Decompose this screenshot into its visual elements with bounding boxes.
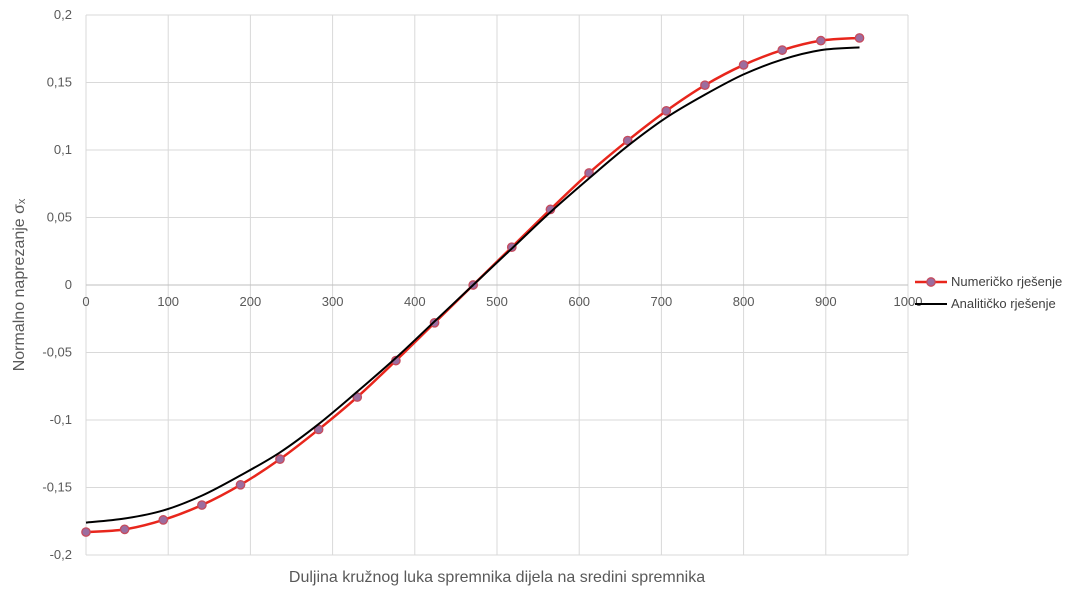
x-tick-label: 200 — [240, 294, 262, 309]
data-point[interactable] — [661, 106, 672, 116]
legend-label: Numeričko rješenje — [951, 274, 1062, 289]
x-tick-label: 800 — [733, 294, 755, 309]
y-tick-label: 0 — [65, 277, 72, 292]
tick-labels: 0,2 0,15 0,1 0,05 0 -0,05 -0,1 -0,15 -0,2 0 100 200… — [42, 7, 922, 562]
y-axis-title: Normalno naprezanje σₓ — [11, 198, 28, 371]
y-tick-label: 0,1 — [54, 142, 72, 157]
x-tick-label: 0 — [82, 294, 89, 309]
data-point[interactable] — [275, 454, 285, 464]
y-tick-label: -0,1 — [50, 412, 72, 427]
y-tick-label: -0,15 — [42, 480, 72, 495]
y-tick-label: -0,05 — [42, 345, 72, 360]
x-tick-label: 500 — [486, 294, 508, 309]
x-axis-title: Duljina kružnog luka spremnika dijela na… — [289, 569, 705, 586]
x-tick-label: 700 — [651, 294, 673, 309]
data-point[interactable] — [700, 80, 710, 91]
legend-label: Analitičko rješenje — [951, 296, 1056, 311]
x-tick-label: 100 — [157, 294, 179, 309]
y-tick-label: 0,05 — [47, 210, 72, 225]
data-point[interactable] — [777, 45, 788, 55]
data-series — [81, 33, 865, 537]
x-tick-label: 300 — [322, 294, 344, 309]
legend-item-analytical[interactable]: Analitičko rješenje — [915, 296, 1056, 311]
y-tick-label: 0,15 — [47, 75, 72, 90]
y-tick-label: -0,2 — [50, 547, 72, 562]
gridlines — [85, 14, 909, 556]
legend: Numeričko rješenje Analitičko rješenje — [915, 274, 1062, 311]
legend-marker — [926, 277, 936, 287]
data-point[interactable] — [197, 500, 207, 510]
data-point[interactable] — [854, 33, 865, 43]
series-analytical — [85, 46, 860, 524]
data-point[interactable] — [816, 35, 826, 46]
y-tick-label: 0,2 — [54, 7, 72, 22]
x-tick-label: 900 — [815, 294, 837, 309]
legend-item-numerical[interactable]: Numeričko rješenje — [915, 274, 1062, 289]
data-point[interactable] — [235, 479, 246, 490]
data-point[interactable] — [81, 527, 91, 537]
x-tick-label: 1000 — [894, 294, 923, 309]
x-tick-label: 600 — [568, 294, 590, 309]
data-point[interactable] — [738, 60, 749, 70]
data-point[interactable] — [119, 524, 130, 535]
data-point[interactable] — [158, 515, 169, 525]
series-line — [85, 46, 860, 524]
x-tick-label: 400 — [404, 294, 426, 309]
